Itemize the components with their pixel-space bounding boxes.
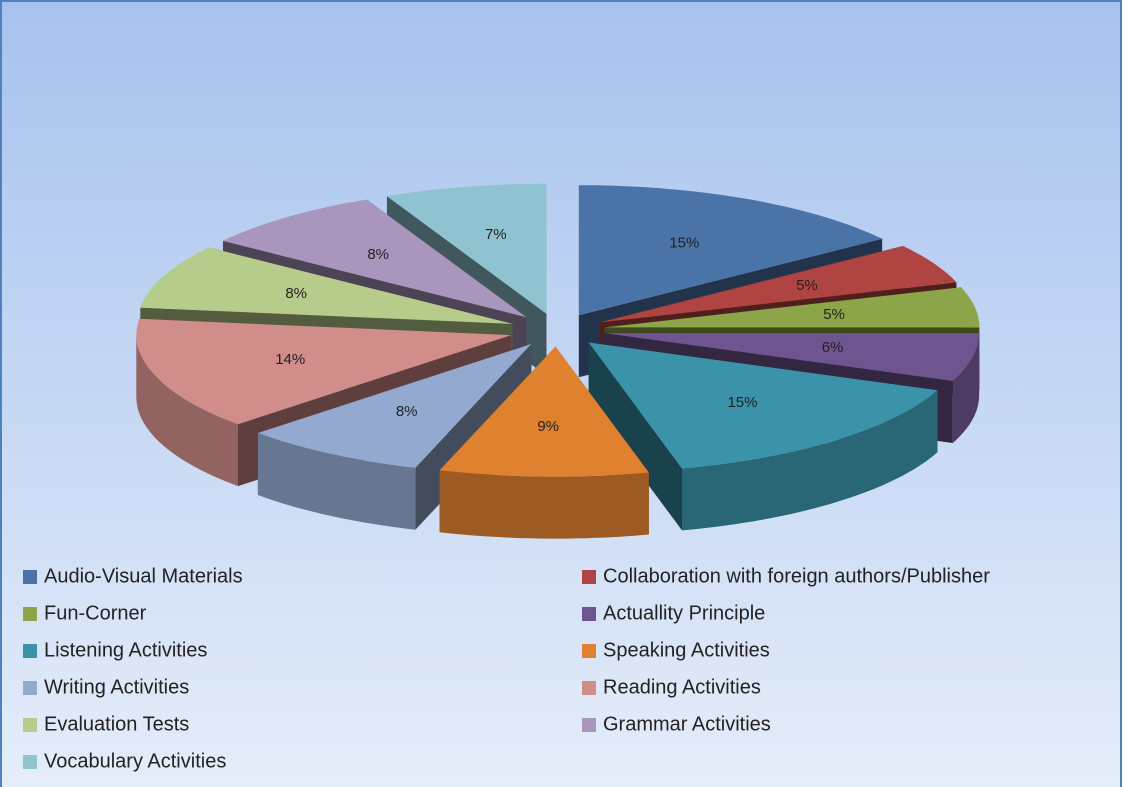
data-label: 15%: [727, 394, 757, 411]
legend-swatch: [23, 755, 37, 769]
legend-swatch: [23, 644, 37, 658]
legend-label: Grammar Activities: [603, 713, 771, 735]
slice: [604, 333, 980, 381]
slice: [578, 185, 883, 316]
slice-wall: [257, 433, 416, 530]
legend-label: Listening Activities: [44, 639, 207, 661]
slice-wall: [952, 333, 980, 443]
legend-label: Evaluation Tests: [44, 713, 189, 735]
legend-swatch: [23, 718, 37, 732]
slice: [386, 183, 547, 314]
legend-label: Collaboration with foreign authors/Publi…: [603, 565, 990, 587]
legend-swatch: [582, 570, 596, 584]
legend-swatch: [582, 607, 596, 621]
legend-swatch: [582, 681, 596, 695]
slice: [588, 342, 938, 469]
legend: Audio-Visual Materials Collaboration with…: [23, 565, 990, 772]
legend-label: Vocabulary Activities: [44, 750, 226, 772]
legend-label: Reading Activities: [603, 676, 761, 698]
legend-label: Writing Activities: [44, 676, 189, 698]
data-label: 8%: [367, 246, 389, 263]
slice-wall: [682, 390, 938, 531]
legend-swatch: [582, 718, 596, 732]
slice-wall: [439, 470, 649, 539]
data-label: 6%: [822, 339, 844, 356]
legend-swatch: [23, 570, 37, 584]
slice: [140, 247, 513, 324]
legend-swatch: [582, 644, 596, 658]
slice: [223, 199, 527, 318]
slice-wall: [136, 335, 238, 487]
slice: [599, 246, 957, 323]
slice: [604, 287, 980, 328]
data-label: 7%: [485, 226, 507, 243]
slice: [257, 344, 532, 468]
legend-swatch: [23, 607, 37, 621]
legend-label: Fun-Corner: [44, 602, 147, 624]
legend-label: Speaking Activities: [603, 639, 770, 661]
data-label: 5%: [796, 277, 818, 294]
data-label: 5%: [823, 306, 845, 323]
slice: [439, 346, 649, 477]
slice: [136, 318, 512, 425]
data-label: 9%: [537, 418, 559, 435]
data-label: 8%: [396, 403, 418, 420]
data-label: 15%: [669, 234, 699, 251]
pie: 15% 5% 5% 6% 15% 9% 8% 14% 8% 8% 7%: [136, 183, 980, 539]
legend-label: Actuallity Principle: [603, 602, 765, 624]
data-label: 14%: [275, 351, 305, 368]
legend-label: Audio-Visual Materials: [44, 565, 243, 587]
data-label: 8%: [285, 285, 307, 302]
legend-swatch: [23, 681, 37, 695]
slice-side: [588, 342, 682, 531]
